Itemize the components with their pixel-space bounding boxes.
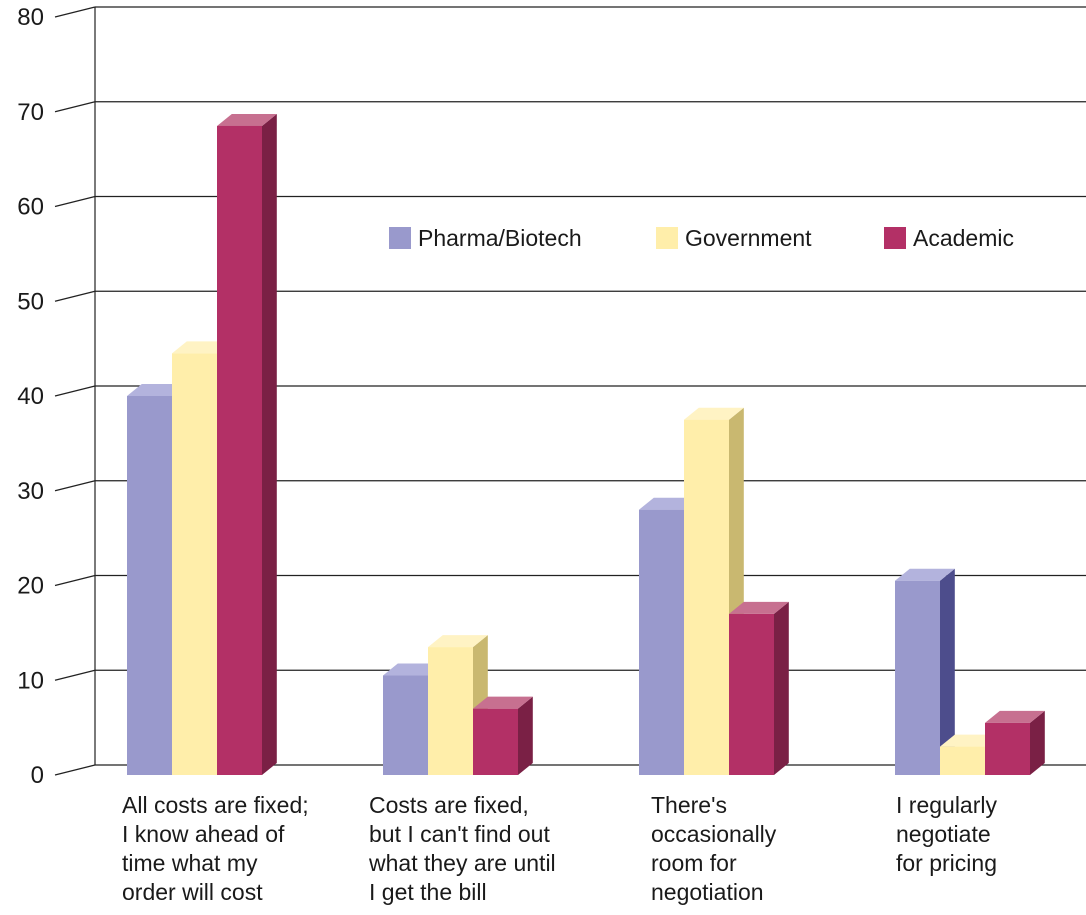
bar-top: [473, 696, 533, 709]
legend-label: Academic: [913, 225, 1014, 251]
y-tick-mark: [54, 764, 96, 776]
category-label: I regularly negotiate for pricing: [896, 792, 997, 876]
bar: [985, 710, 1045, 775]
bar: [473, 696, 533, 775]
category-label-line: for pricing: [896, 850, 997, 876]
category-labels: All costs are fixed; I know ahead of time …: [122, 792, 997, 905]
bar-front: [940, 746, 985, 775]
axis-layer: 0 10 20 30 40 50 60 70 80: [17, 4, 96, 789]
legend-entry: Government: [656, 225, 812, 251]
bar-top: [895, 568, 955, 581]
bar-front: [684, 419, 729, 775]
legend-label: Government: [685, 225, 812, 251]
bar-front: [172, 353, 217, 775]
y-tick-label: 60: [17, 194, 44, 221]
bar-top: [217, 113, 277, 126]
category-label-line: order will cost: [122, 879, 263, 905]
bars-layer: [127, 113, 1045, 775]
legend-entry: Academic: [884, 225, 1014, 251]
bar-top: [940, 734, 1000, 747]
category-label-line: time what my: [122, 850, 258, 876]
bar-front: [473, 708, 518, 775]
y-tick-mark: [54, 669, 96, 681]
category-label-line: I know ahead of: [122, 821, 285, 847]
category-label-line: I get the bill: [369, 879, 487, 905]
bar-top: [383, 663, 443, 676]
y-tick-label: 10: [17, 667, 44, 694]
bar: [729, 601, 789, 775]
bar-top: [639, 497, 699, 510]
bar-top: [684, 407, 744, 420]
bar-front: [217, 125, 262, 775]
bar-front: [639, 509, 684, 775]
y-tick-label: 20: [17, 573, 44, 600]
category-label-line: All costs are fixed;: [122, 792, 309, 818]
y-tick-mark: [54, 574, 96, 587]
bar-front: [729, 613, 774, 775]
bar-side: [1030, 710, 1045, 775]
legend-label: Pharma/Biotech: [418, 225, 582, 251]
category-label-line: negotiation: [651, 879, 764, 905]
bar-top: [428, 635, 488, 648]
bar-front: [985, 722, 1030, 775]
y-tick-mark: [54, 480, 96, 492]
category-label: All costs are fixed; I know ahead of time …: [122, 792, 309, 905]
category-label-line: but I can't find out: [369, 821, 550, 847]
legend-swatch: [389, 227, 411, 249]
bar-front: [895, 580, 940, 775]
category-label-line: Costs are fixed,: [369, 792, 529, 818]
legend-swatch: [884, 227, 906, 249]
category-label-line: room for: [651, 850, 737, 876]
bar-top: [127, 384, 187, 396]
bar-side: [774, 601, 789, 775]
bar: [217, 113, 277, 775]
bar: [895, 568, 955, 775]
bar-side: [262, 113, 277, 775]
bar-top: [172, 341, 232, 354]
category-label-line: occasionally: [651, 821, 777, 847]
bar-side: [518, 696, 533, 775]
y-tick-mark: [54, 101, 96, 113]
y-tick-label: 40: [17, 383, 44, 410]
y-tick-mark: [54, 385, 96, 397]
bar-top: [985, 710, 1045, 723]
y-tick-label: 30: [17, 478, 44, 505]
category-label-line: what they are until: [368, 850, 556, 876]
category-label-line: There's: [651, 792, 727, 818]
bar-side: [940, 568, 955, 775]
y-tick-label: 70: [17, 99, 44, 126]
y-tick-label: 80: [17, 4, 44, 31]
category-label-line: I regularly: [896, 792, 997, 818]
bar-top: [729, 601, 789, 614]
category-label: Costs are fixed, but I can't find out what…: [368, 792, 556, 905]
y-tick-mark: [54, 290, 96, 302]
legend-swatch: [656, 227, 678, 249]
bar-front: [428, 647, 473, 775]
y-tick-label: 50: [17, 288, 44, 315]
y-tick-label: 0: [31, 762, 44, 789]
legend-entry: Pharma/Biotech: [389, 225, 582, 251]
category-label: There's occasionally room for negotiation: [651, 792, 777, 905]
legend: Pharma/Biotech Government Academic: [389, 225, 1014, 251]
y-tick-mark: [54, 195, 96, 208]
category-label-line: negotiate: [896, 821, 991, 847]
y-tick-mark: [54, 6, 96, 18]
bar-front: [383, 675, 428, 775]
bar-front: [127, 396, 172, 775]
bar: [428, 635, 488, 775]
